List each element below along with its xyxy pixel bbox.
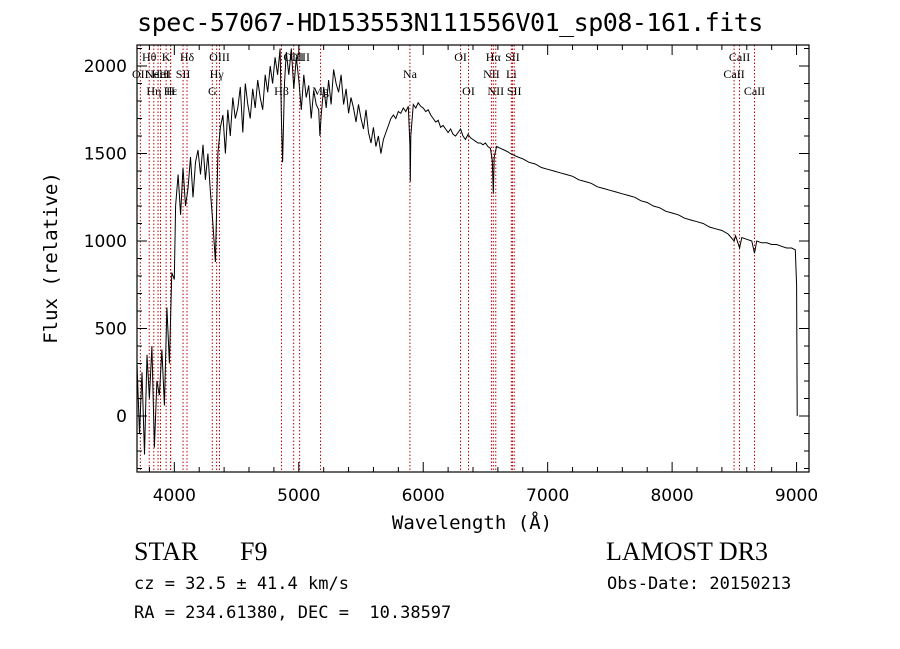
line-marker-label: Hε [164,84,178,98]
line-marker-label: HeI [152,67,170,81]
line-marker-label: Hθ [142,50,157,64]
line-marker-label: SII [505,50,520,64]
y-axis-ticks: 0 500 1000 1500 2000 [84,48,809,469]
survey-name: LAMOST DR3 [606,537,769,566]
line-marker-label: CaII [729,50,750,64]
line-markers [139,45,755,472]
line-marker-label: Hα [486,50,502,64]
line-marker-label: OIII [209,50,230,64]
y-tick-label: 0 [116,407,127,427]
line-marker-label: Hδ [180,50,195,64]
redshift-cz: cz = 32.5 ± 41.4 km/s [134,574,349,594]
x-tick-label: 8000 [650,486,693,506]
chart-title: spec-57067-HD153553N111556V01_sp08-161.f… [137,8,763,37]
line-marker-label: Hη [146,84,161,98]
x-tick-label: 9000 [775,486,818,506]
x-tick-label: 7000 [526,486,569,506]
y-axis-label: Flux (relative) [40,172,62,344]
line-marker-label: SII [176,67,191,81]
line-marker-label: K [162,50,171,64]
line-marker-labels: OIIHθHηNeIIIHeIKHHεSIIHδGHγOIIIHβOIIIOII… [132,50,765,98]
line-marker-label: H [166,84,175,98]
line-marker-label: OI [462,84,475,98]
x-axis-label: Wavelength (Å) [392,511,552,534]
line-marker-label: NII [483,67,500,81]
y-tick-label: 2000 [84,57,127,77]
flux-series-line [136,48,798,455]
y-tick-label: 1500 [84,145,127,165]
line-marker-label: OI [454,50,467,64]
observation-date: Obs-Date: 20150213 [607,574,792,594]
y-tick-label: 1000 [84,232,127,252]
x-tick-label: 4000 [153,486,196,506]
line-marker-label: Na [403,67,418,81]
line-marker-label: Hγ [210,67,225,81]
y-tick-label: 500 [95,320,127,340]
line-marker-label: NeIII [145,67,171,81]
line-marker-label: CaII [744,84,765,98]
line-marker-label: Li [506,67,517,81]
line-marker-label: SII [507,84,522,98]
line-marker-label: CaII [723,67,744,81]
x-tick-label: 5000 [277,486,320,506]
x-tick-label: 6000 [402,486,445,506]
ra-dec-coordinates: RA = 234.61380, DEC = 10.38597 [134,603,452,623]
object-subclass: F9 [240,537,268,566]
line-marker-label: Hβ [274,84,289,98]
line-marker-label: NII [487,84,504,98]
object-type: STAR [134,537,199,566]
line-marker-label: OII [132,67,149,81]
line-marker-label: G [208,84,217,98]
x-axis-ticks: 4000 5000 6000 7000 8000 9000 [148,45,818,506]
line-marker-label: OIII [289,50,310,64]
